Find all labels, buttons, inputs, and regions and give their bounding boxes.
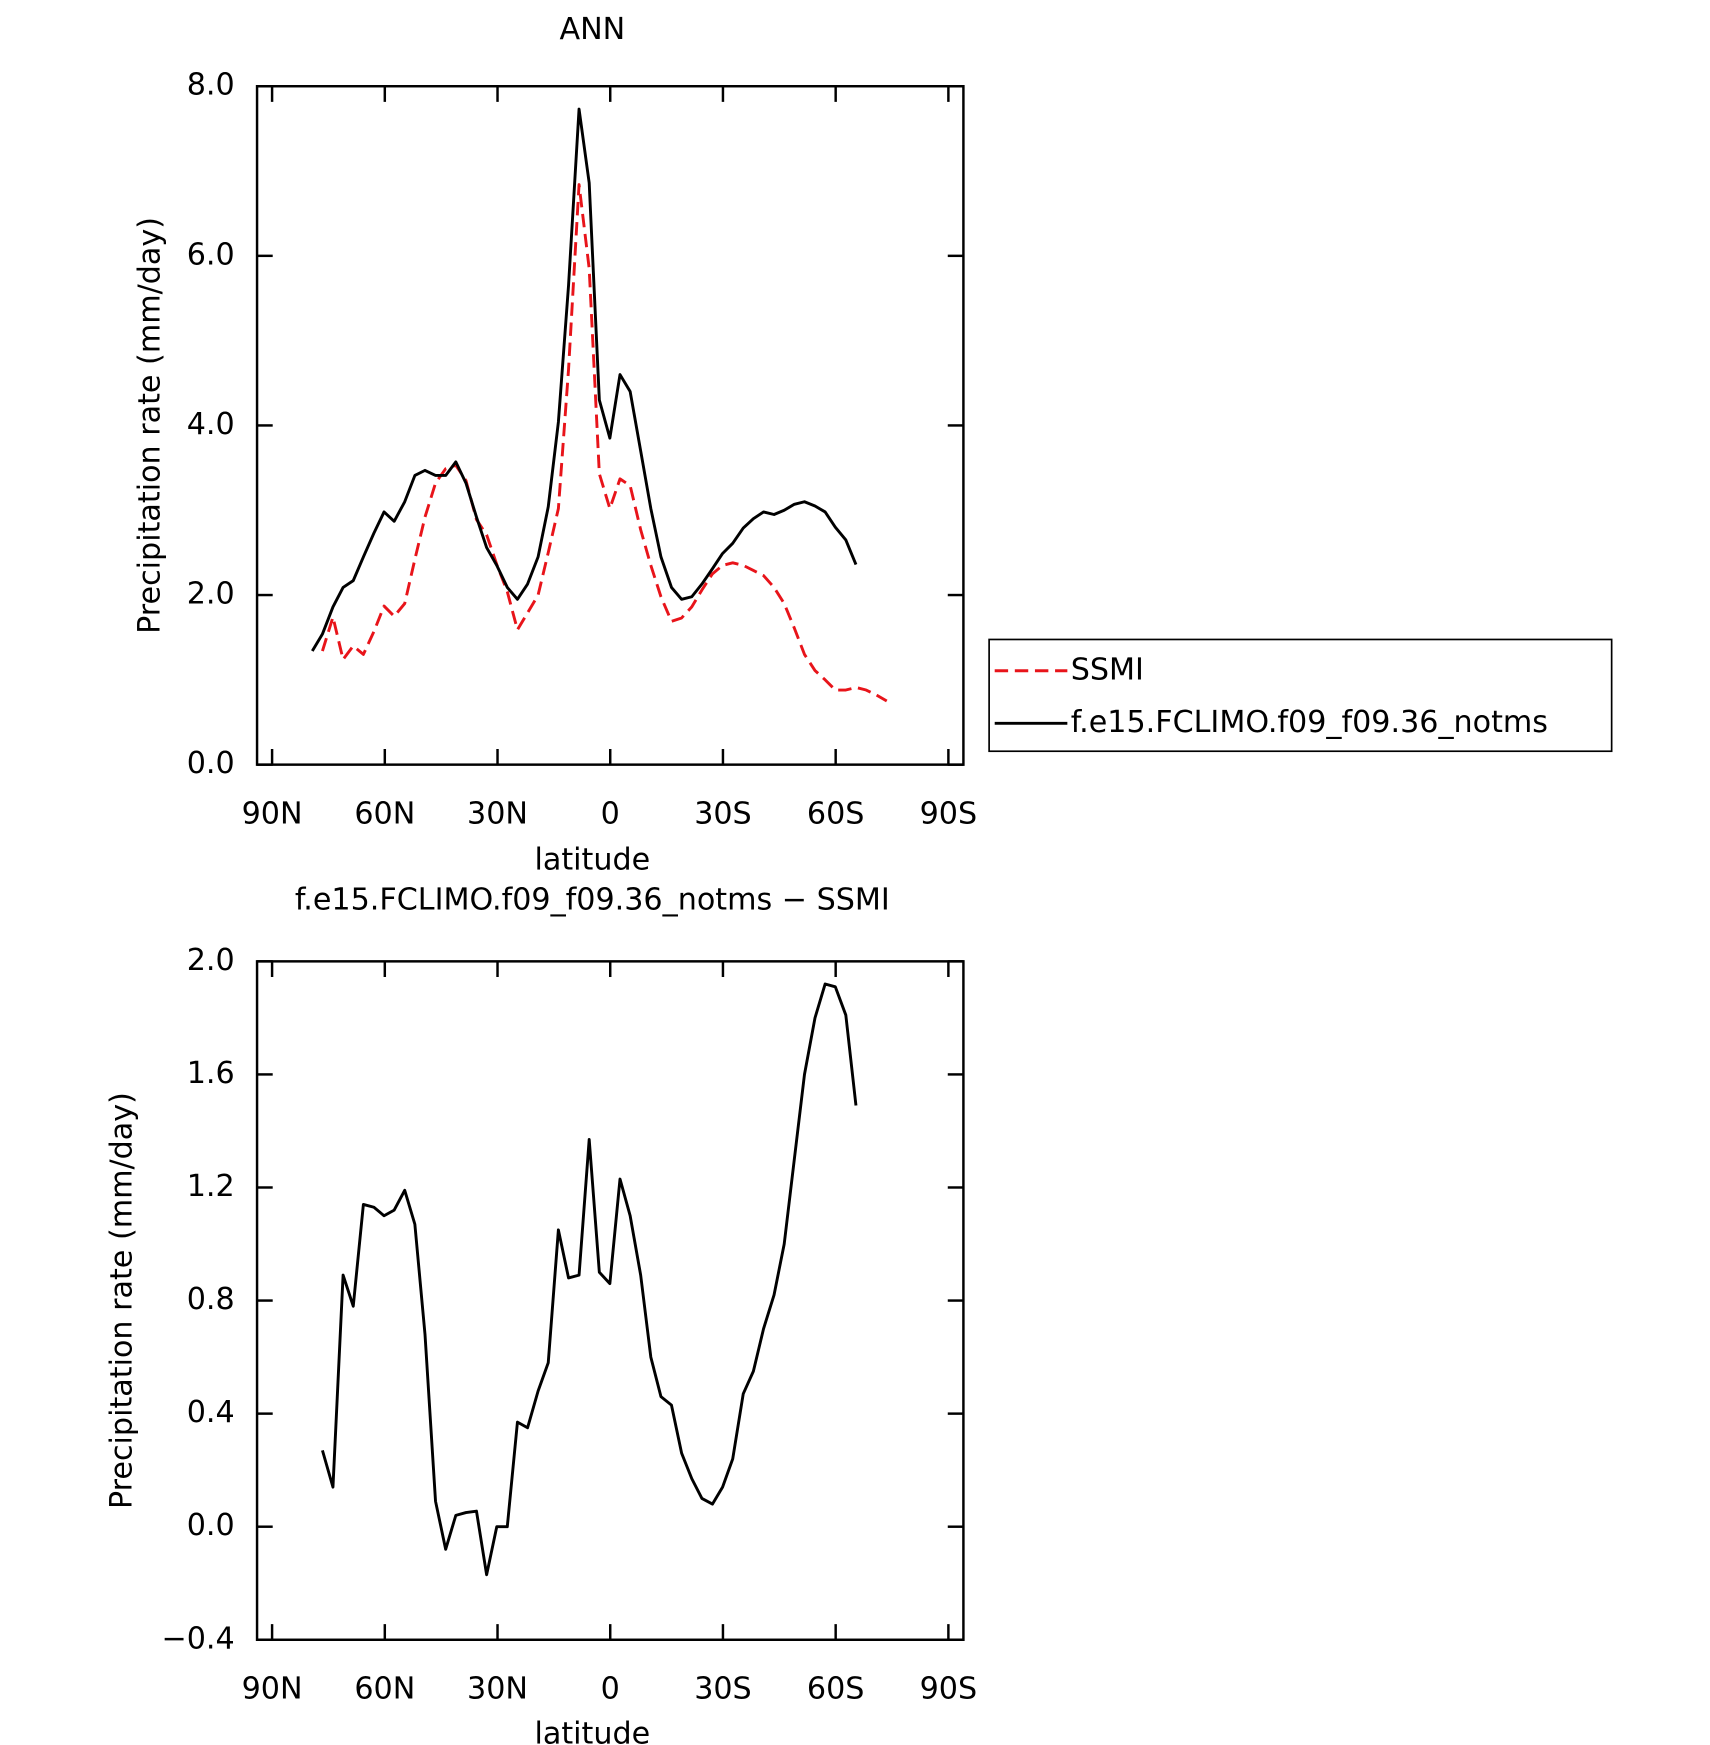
x-tick-label: 60N	[354, 1672, 415, 1707]
x-tick-label: 90S	[920, 1672, 978, 1707]
plot-frame	[255, 85, 965, 766]
y-tick-label: 0.0	[187, 1508, 235, 1543]
x-tick-label: 30N	[467, 1672, 528, 1707]
y-tick-label: 0.4	[187, 1395, 235, 1430]
x-tick-label: 90N	[242, 796, 303, 831]
x-axis-label: latitude	[535, 842, 651, 877]
chart-title: ANN	[559, 12, 625, 47]
y-tick-label: 1.2	[187, 1169, 235, 1204]
legend-box	[988, 638, 1613, 753]
data-line	[321, 183, 888, 703]
y-tick-label: 8.0	[187, 68, 235, 103]
x-tick-label: 90S	[920, 796, 978, 831]
y-tick-label: 0.0	[187, 746, 235, 781]
y-tick-label: 4.0	[187, 407, 235, 442]
x-tick-label: 0	[601, 1672, 620, 1707]
y-tick-label: 2.0	[187, 577, 235, 612]
y-axis-label: Precipitation rate (mm/day)	[104, 1092, 139, 1509]
legend-label: SSMI	[1071, 652, 1144, 687]
y-tick-label: 2.0	[187, 943, 235, 978]
data-line	[321, 982, 858, 1577]
x-tick-label: 60N	[354, 796, 415, 831]
y-tick-label: 0.8	[187, 1282, 235, 1317]
y-axis-label: Precipitation rate (mm/day)	[132, 217, 167, 634]
data-line	[311, 107, 858, 652]
x-tick-label: 60S	[807, 1672, 865, 1707]
y-tick-label: −0.4	[161, 1621, 234, 1656]
plot-frame	[255, 960, 965, 1641]
x-tick-label: 30S	[694, 1672, 752, 1707]
x-tick-label: 0	[601, 796, 620, 831]
y-tick-label: 1.6	[187, 1056, 235, 1091]
x-axis-label: latitude	[535, 1716, 651, 1745]
y-tick-label: 6.0	[187, 237, 235, 272]
x-tick-label: 30S	[694, 796, 752, 831]
x-tick-label: 90N	[242, 1672, 303, 1707]
chart-title: f.e15.FCLIMO.f09_f09.36_notms − SSMI	[295, 883, 890, 918]
x-tick-label: 60S	[807, 796, 865, 831]
x-tick-label: 30N	[467, 796, 528, 831]
legend-label: f.e15.FCLIMO.f09_f09.36_notms	[1071, 705, 1548, 740]
